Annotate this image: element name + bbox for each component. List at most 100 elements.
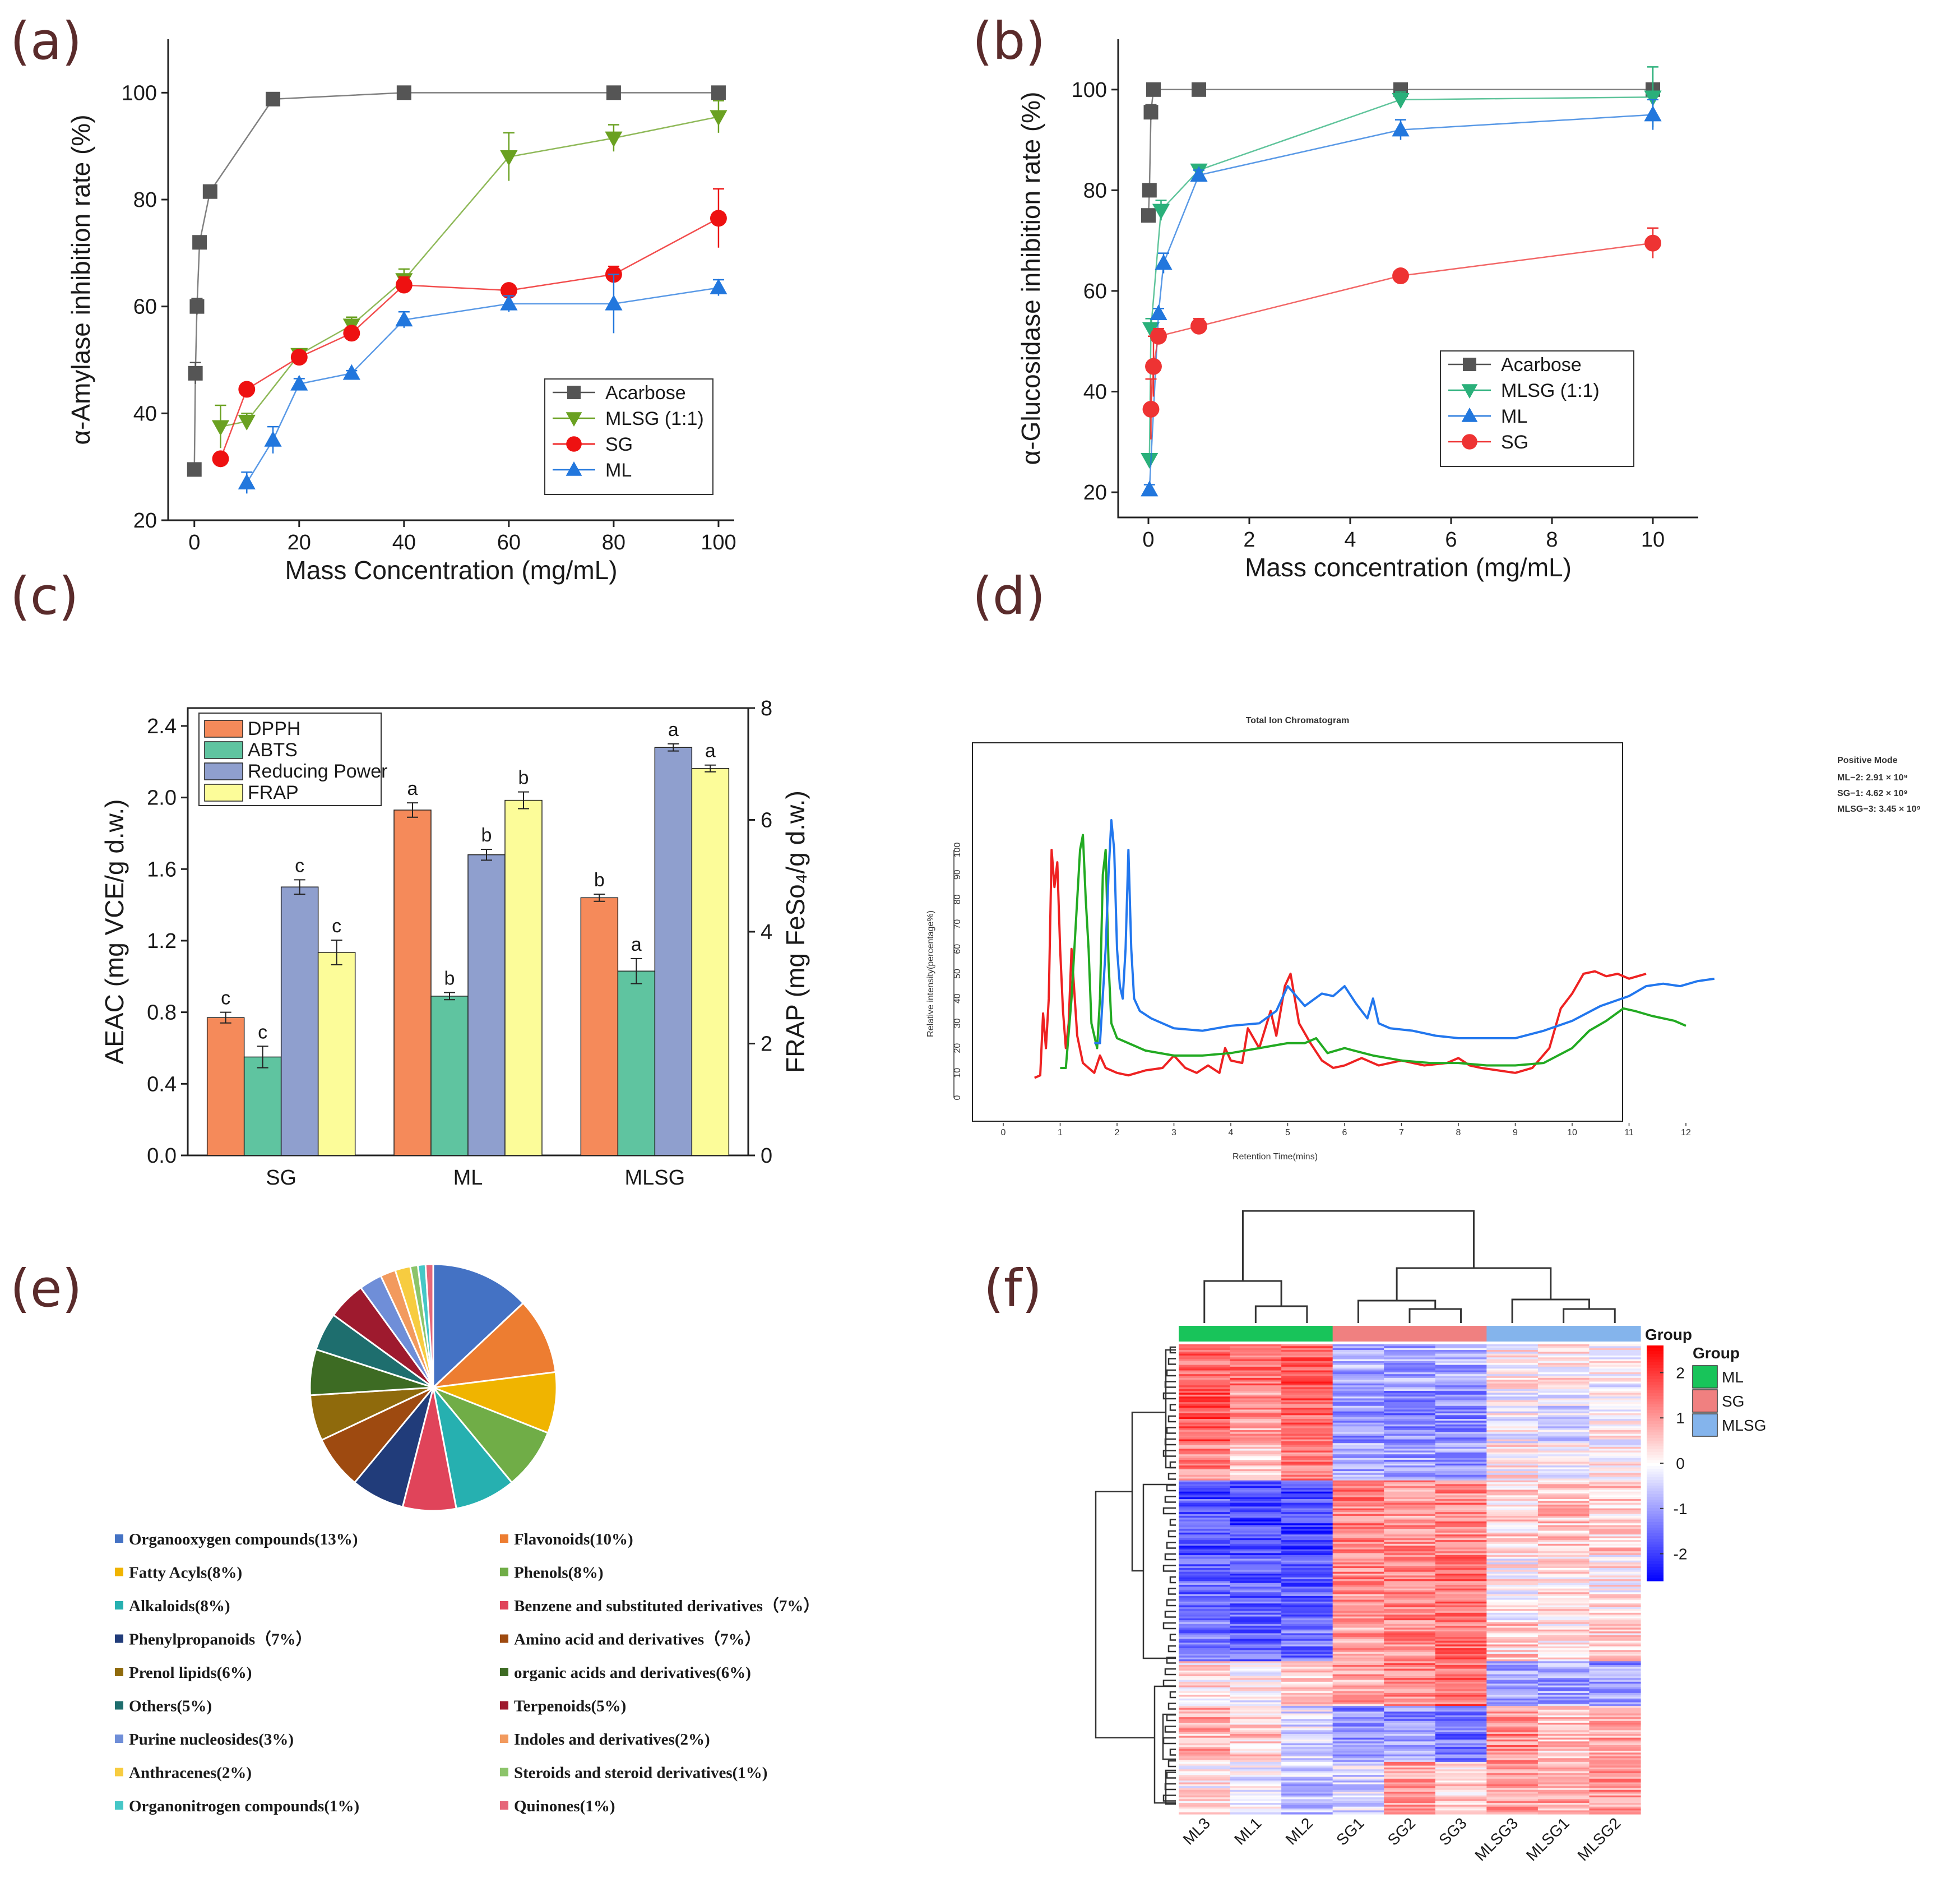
heatmap-cell [1230,1723,1282,1725]
column-dendrogram [1203,1210,1616,1323]
heatmap-cell [1537,1689,1590,1692]
heatmap-cell [1179,1806,1231,1809]
heatmap-cell [1281,1385,1333,1388]
heatmap-cell [1537,1646,1590,1649]
heatmap-cell [1230,1792,1282,1794]
heatmap-cell [1537,1754,1590,1757]
heatmap-cell [1537,1380,1590,1382]
heatmap-cell [1179,1560,1231,1563]
heatmap-cell [1537,1394,1590,1397]
heatmap-cell [1384,1789,1436,1792]
pie-legend-label: Quinones(1%) [514,1797,615,1815]
heatmap-cell [1384,1433,1436,1436]
heatmap-cell [1384,1421,1436,1423]
heatmap-cell [1589,1445,1641,1447]
x-tick-label: 6 [1342,1128,1347,1137]
significance-letter: a [631,934,642,955]
heatmap-cell [1281,1419,1333,1421]
heatmap-cell [1537,1752,1590,1755]
heatmap-cell [1230,1547,1282,1550]
heatmap-cell [1179,1542,1231,1544]
heatmap-cell [1435,1467,1487,1470]
group-legend-label: SG [1722,1393,1744,1410]
heatmap-cell [1230,1728,1282,1731]
heatmap-cell [1281,1709,1333,1712]
heatmap-cell [1179,1383,1231,1386]
heatmap-cell [1435,1529,1487,1532]
heatmap-cell [1230,1652,1282,1654]
heatmap-cell [1230,1720,1282,1723]
dendrogram-branch [1357,1299,1437,1323]
heatmap-cell [1537,1560,1590,1563]
heatmap-cell [1537,1515,1590,1518]
heatmap-cell [1384,1730,1436,1733]
heatmap-cell [1486,1574,1539,1576]
heatmap-cell [1281,1784,1333,1787]
y-tick-label: 0.0 [147,1144,177,1168]
heatmap-cell [1589,1793,1641,1796]
heatmap-cell [1281,1433,1333,1436]
pie-slice [433,1371,558,1434]
heatmap-cell [1537,1471,1590,1474]
heatmap-cell [1281,1778,1333,1781]
heatmap-cell [1332,1812,1384,1815]
pie-legend-label: Terpenoids(5%) [514,1698,626,1715]
heatmap-cell [1384,1616,1436,1619]
heatmap-cell [1486,1408,1539,1410]
heatmap-cell [1230,1692,1282,1695]
heatmap-cell [1281,1491,1333,1494]
heatmap-cell [1537,1803,1590,1805]
heatmap-cell [1486,1607,1539,1609]
heatmap-cell [1332,1445,1384,1447]
heatmap-cell [1537,1519,1590,1522]
heatmap-cell [1589,1639,1641,1641]
heatmap-cell [1589,1741,1641,1744]
heatmap-cell [1230,1363,1282,1366]
heatmap-cell [1589,1430,1641,1432]
heatmap-cell [1281,1413,1333,1416]
heatmap-cell [1589,1454,1641,1457]
heatmap-cell [1486,1583,1539,1585]
heatmap-cell [1537,1372,1590,1375]
heatmap-cell [1435,1461,1487,1464]
heatmap-cell [1281,1402,1333,1405]
data-point [1644,90,1662,107]
heatmap-cell [1537,1506,1590,1509]
heatmap-cell [1179,1441,1231,1444]
heatmap-cell [1537,1664,1590,1667]
heatmap-cell [1384,1605,1436,1608]
heatmap-cell [1486,1575,1539,1578]
heatmap-cell [1230,1745,1282,1747]
heatmap-cell [1435,1417,1487,1419]
heatmap-cell [1384,1663,1436,1666]
data-point [1192,82,1206,97]
pie-legend-label: Anthracenes(2%) [129,1764,252,1782]
heatmap-cell [1332,1696,1384,1699]
heatmap-cell [1435,1734,1487,1736]
legend-swatch [204,720,243,738]
heatmap-cell [1179,1417,1231,1419]
heatmap-cell [1281,1661,1333,1664]
heatmap-cell [1179,1605,1231,1608]
heatmap-cell [1589,1754,1641,1757]
heatmap-cell [1435,1365,1487,1367]
heatmap-cell [1537,1806,1590,1809]
heatmap-cell [1281,1663,1333,1666]
heatmap-cell [1230,1611,1282,1613]
heatmap-cell [1486,1568,1539,1570]
heatmap-cell [1230,1523,1282,1526]
x-tick-label: 10 [1641,528,1665,552]
heatmap-cell [1486,1380,1539,1382]
heatmap-cell [1486,1421,1539,1423]
heatmap-cell [1230,1681,1282,1684]
heatmap-cell [1537,1443,1590,1446]
heatmap-cell [1230,1446,1282,1449]
heatmap-cell [1179,1477,1231,1479]
colorbar: 210-1-2 [1647,1345,1687,1581]
heatmap-cell [1384,1499,1436,1501]
heatmap-cell [1589,1536,1641,1539]
heatmap-cell [1230,1366,1282,1369]
heatmap-cell [1384,1706,1436,1709]
heatmap-cell [1384,1441,1436,1444]
heatmap-cell [1486,1571,1539,1574]
